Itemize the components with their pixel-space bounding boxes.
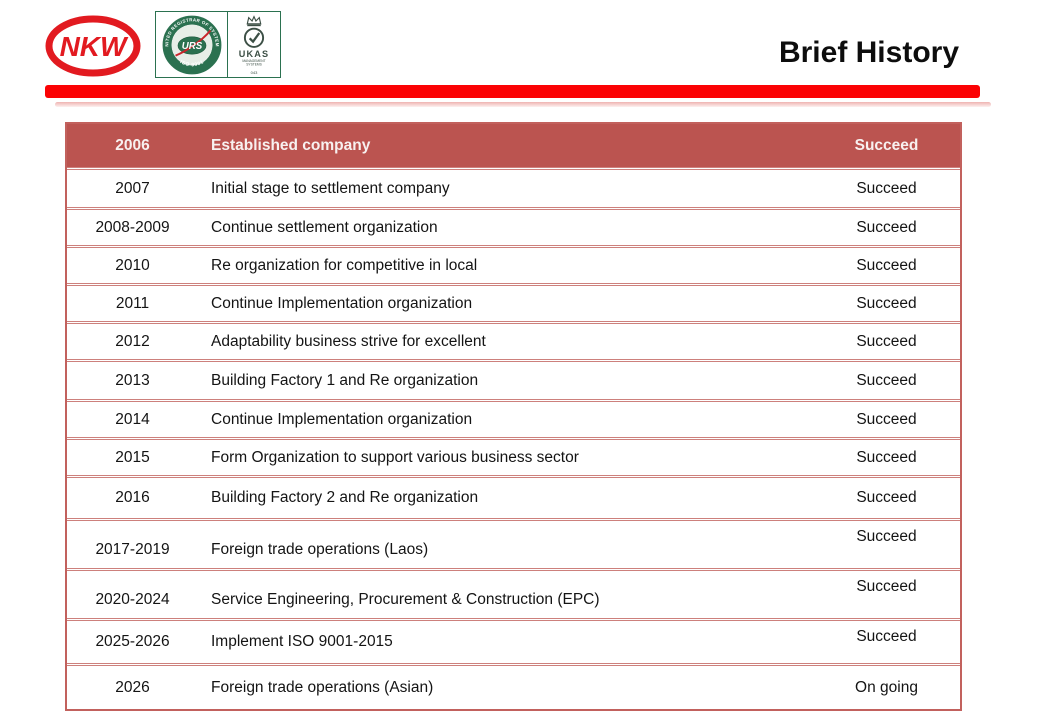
urs-seal-icon: URS UNITED REGISTRAR OF SYSTEMS ISO 9001 [162, 15, 221, 74]
milestone-cell: Continue settlement organization [211, 218, 438, 236]
table-row: 2012 Adaptability business strive for ex… [67, 321, 960, 359]
status-cell: Succeed [856, 489, 917, 506]
status-cell: Succeed [856, 332, 917, 350]
ukas-check-icon [248, 31, 261, 43]
milestone-cell: Continue Implementation organization [211, 294, 473, 312]
status-cell: Succeed [856, 410, 917, 428]
urs-center-text: URS [181, 40, 202, 51]
year-cell: 2015 [115, 448, 150, 466]
milestone-cell: Continue Implementation organization [211, 410, 473, 428]
year-cell: 2026 [115, 678, 150, 696]
table-row: 2026 Foreign trade operations (Asian) On… [67, 663, 960, 709]
status-cell: Succeed [856, 179, 917, 197]
urs-badge: URS UNITED REGISTRAR OF SYSTEMS ISO 9001 [156, 12, 228, 77]
table-row: 2016 Building Factory 2 and Re organizat… [67, 475, 960, 518]
year-cell: 2010 [115, 256, 150, 274]
nkw-logo-text: NKW [60, 31, 129, 62]
table-row: 2008-2009 Continue settlement organizati… [67, 207, 960, 245]
ukas-crown-icon [246, 14, 262, 24]
table-row: 2020-2024 Service Engineering, Procureme… [67, 568, 960, 618]
ukas-mark-icon: UKAS MANAGEMENT SYSTEMS 043 [239, 14, 269, 74]
ukas-badge: UKAS MANAGEMENT SYSTEMS 043 [228, 12, 280, 77]
certification-badges: URS UNITED REGISTRAR OF SYSTEMS ISO 9001 [155, 11, 281, 78]
year-cell: 2025-2026 [95, 633, 170, 650]
status-cell: Succeed [856, 448, 917, 466]
nkw-logo-icon: NKW [45, 15, 141, 77]
svg-text:ISO 9001: ISO 9001 [178, 59, 205, 68]
table-row: 2013 Building Factory 1 and Re organizat… [67, 359, 960, 399]
ukas-sub2: SYSTEMS [246, 62, 262, 66]
year-cell: 2007 [115, 179, 150, 197]
milestone-cell: Foreign trade operations (Asian) [211, 678, 434, 696]
year-cell: 2011 [115, 294, 150, 312]
red-divider-bar [45, 85, 980, 98]
year-cell: 2008-2009 [95, 218, 170, 236]
urs-ring-bottom-text: ISO 9001 [178, 59, 204, 68]
status-cell: Succeed [856, 578, 917, 595]
nkw-ellipse [45, 15, 141, 77]
table-row: 2010 Re organization for competitive in … [67, 245, 960, 283]
milestone-cell: Building Factory 2 and Re organization [211, 489, 479, 506]
milestone-cell: Foreign trade operations (Laos) [211, 541, 429, 558]
table-row: 2014 Continue Implementation organizatio… [67, 399, 960, 437]
milestone-cell: Established company [211, 136, 371, 154]
history-table: 2006 Established company Succeed 2007 In… [65, 122, 962, 711]
ukas-number: 043 [251, 69, 258, 74]
ukas-sub1: MANAGEMENT [242, 58, 265, 62]
status-cell: Succeed [856, 628, 917, 645]
year-cell: 2012 [115, 332, 150, 350]
status-cell: Succeed [856, 371, 917, 389]
urs-red-swoosh [174, 29, 211, 57]
milestone-cell: Implement ISO 9001-2015 [211, 633, 393, 650]
table-row: 2011 Continue Implementation organizatio… [67, 283, 960, 321]
status-cell: Succeed [856, 256, 917, 274]
milestone-cell: Building Factory 1 and Re organization [211, 371, 479, 389]
table-row: 2007 Initial stage to settlement company… [67, 167, 960, 207]
status-cell: Succeed [856, 528, 917, 545]
status-cell: Succeed [856, 294, 917, 312]
year-cell: 2016 [115, 489, 150, 506]
year-cell: 2006 [115, 136, 150, 154]
status-cell: Succeed [856, 218, 917, 236]
status-cell: Succeed [854, 136, 919, 154]
pink-shadow-bar [55, 102, 991, 107]
table-row: 2025-2026 Implement ISO 9001-2015 Succee… [67, 618, 960, 663]
milestone-cell: Initial stage to settlement company [211, 179, 450, 197]
page-title: Brief History [778, 36, 959, 69]
year-cell: 2013 [115, 371, 150, 389]
year-cell: 2014 [115, 410, 150, 428]
table-row: 2006 Established company Succeed [67, 124, 960, 167]
ukas-label: UKAS [239, 49, 269, 59]
year-cell: 2020-2024 [95, 591, 170, 608]
milestone-cell: Re organization for competitive in local [211, 256, 478, 274]
ukas-check-circle [243, 27, 265, 48]
table-row: 2015 Form Organization to support variou… [67, 437, 960, 475]
milestone-cell: Service Engineering, Procurement & Const… [211, 591, 600, 608]
milestone-cell: Form Organization to support various bus… [211, 448, 579, 466]
milestone-cell: Adaptability business strive for excelle… [211, 332, 486, 350]
year-cell: 2017-2019 [95, 541, 170, 558]
status-cell: On going [855, 678, 918, 696]
table-row: 2017-2019 Foreign trade operations (Laos… [67, 518, 960, 568]
nkw-logo: NKW [44, 13, 142, 79]
